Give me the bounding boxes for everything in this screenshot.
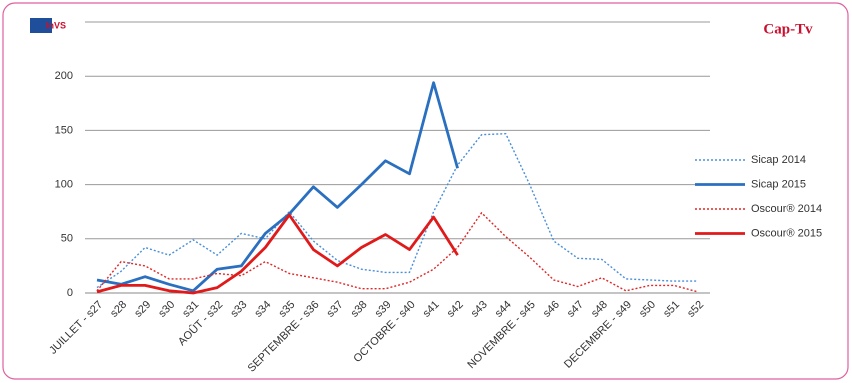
logo-right: Cap-Tv	[763, 21, 813, 37]
legend-label: Oscour® 2014	[751, 203, 822, 215]
legend-label: Oscour® 2015	[751, 227, 822, 239]
legend-label: Sicap 2015	[751, 178, 806, 190]
y-tick-label: 150	[55, 124, 73, 136]
y-tick-label: 0	[67, 287, 73, 299]
series-line	[96, 81, 459, 293]
y-tick-label: 50	[61, 233, 73, 245]
legend-label: Sicap 2014	[751, 154, 806, 166]
series-line	[96, 133, 698, 289]
series-line	[96, 213, 459, 295]
y-tick-label: 200	[55, 70, 73, 82]
y-tick-label: 100	[55, 179, 73, 191]
logo-left: InVS	[46, 20, 66, 30]
series-line	[96, 212, 699, 293]
logo-left-box	[30, 18, 52, 33]
